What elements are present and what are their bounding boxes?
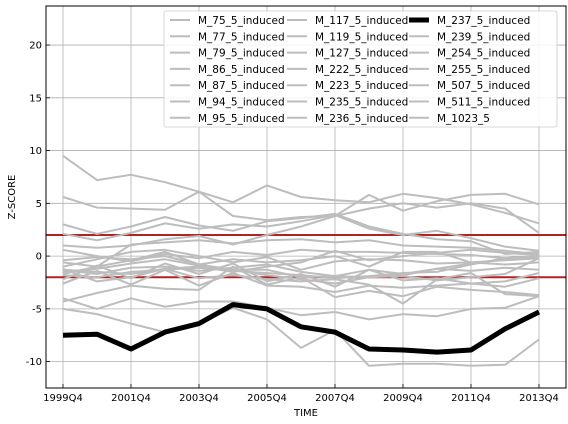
legend-label: M_79_5_induced	[198, 48, 285, 60]
x-tick-label: 2011Q4	[451, 393, 491, 404]
x-axis-label: TIME	[293, 408, 318, 419]
series-line-m-77-5-induced	[62, 190, 540, 222]
x-tick-label: 2007Q4	[315, 393, 355, 404]
x-axis-ticks: 1999Q4 2001Q4 2003Q4 2005Q4 2007Q4 2009Q4 2011…	[43, 384, 559, 404]
series-lines	[62, 154, 540, 367]
legend-label: M_223_5_induced	[315, 80, 408, 92]
legend-label: M_255_5_induced	[437, 64, 530, 76]
series-line-m-254-5-induced	[62, 306, 540, 367]
series-line-m-79-5-induced	[62, 212, 540, 255]
series-line-m-237-5-induced	[62, 302, 541, 355]
legend-box	[163, 10, 558, 128]
series-line-m-223-5-induced	[62, 262, 540, 288]
legend-label: M_77_5_induced	[198, 31, 285, 43]
series-line-m-127-5-induced	[62, 257, 540, 285]
y-tick-label: 20	[29, 41, 42, 52]
series-line-m-117-5-induced	[62, 248, 540, 271]
series-line-m-239-5-induced	[62, 295, 540, 321]
series-line-m-222-5-induced	[62, 255, 540, 280]
legend-label: M_511_5_induced	[437, 97, 530, 109]
series-line-m-1023-5	[62, 255, 540, 279]
legend-label: M_127_5_induced	[315, 48, 408, 60]
legend-label: M_86_5_induced	[198, 64, 285, 76]
highlight-series	[62, 302, 541, 355]
series-line-m-86-5-induced	[62, 213, 540, 252]
legend-label: M_507_5_induced	[437, 80, 530, 92]
series-line-m-119-5-induced	[62, 263, 540, 278]
series-line-m-507-5-induced	[62, 267, 540, 305]
legend-label: M_94_5_induced	[198, 97, 285, 109]
x-tick-label: 2001Q4	[111, 393, 151, 404]
series-line-m-236-5-induced	[62, 248, 540, 275]
y-tick-label: 10	[29, 146, 42, 157]
legend-label: M_254_5_induced	[437, 48, 530, 60]
legend-label: M_237_5_induced	[437, 15, 530, 27]
series-line-m-75-5-induced	[62, 154, 540, 225]
x-tick-label: 2009Q4	[383, 393, 423, 404]
plot-frame	[45, 5, 567, 389]
legend-label: M_95_5_induced	[198, 113, 285, 125]
legend-label: M_87_5_induced	[198, 80, 285, 92]
series-line-m-95-5-induced	[62, 238, 540, 268]
legend-label: M_222_5_induced	[315, 64, 408, 76]
legend: M_75_5_induced M_77_5_induced M_79_5_induc…	[163, 10, 558, 128]
y-axis-label: Z-SCORE	[7, 175, 18, 220]
legend-items: M_75_5_induced M_77_5_induced M_79_5_induc…	[170, 15, 530, 125]
x-tick-label: 1999Q4	[43, 393, 83, 404]
legend-label: M_239_5_induced	[437, 31, 530, 43]
x-tick-label: 2013Q4	[519, 393, 559, 404]
x-tick-label: 2003Q4	[179, 393, 219, 404]
legend-label: M_1023_5	[437, 113, 490, 125]
legend-label: M_235_5_induced	[315, 97, 408, 109]
x-tick-label: 2005Q4	[247, 393, 287, 404]
series-line-m-235-5-induced	[62, 268, 540, 293]
y-axis-ticks: -10 -5 0 5 10 15 20	[26, 41, 50, 368]
legend-label: M_75_5_induced	[198, 15, 285, 27]
y-tick-label: -5	[32, 304, 42, 315]
y-tick-label: 15	[29, 93, 42, 104]
legend-label: M_236_5_induced	[315, 113, 408, 125]
y-tick-label: -10	[26, 357, 42, 368]
legend-label: M_119_5_induced	[315, 31, 408, 43]
y-tick-label: 0	[36, 252, 42, 263]
y-tick-label: 5	[36, 199, 42, 210]
legend-label: M_117_5_induced	[315, 15, 408, 27]
